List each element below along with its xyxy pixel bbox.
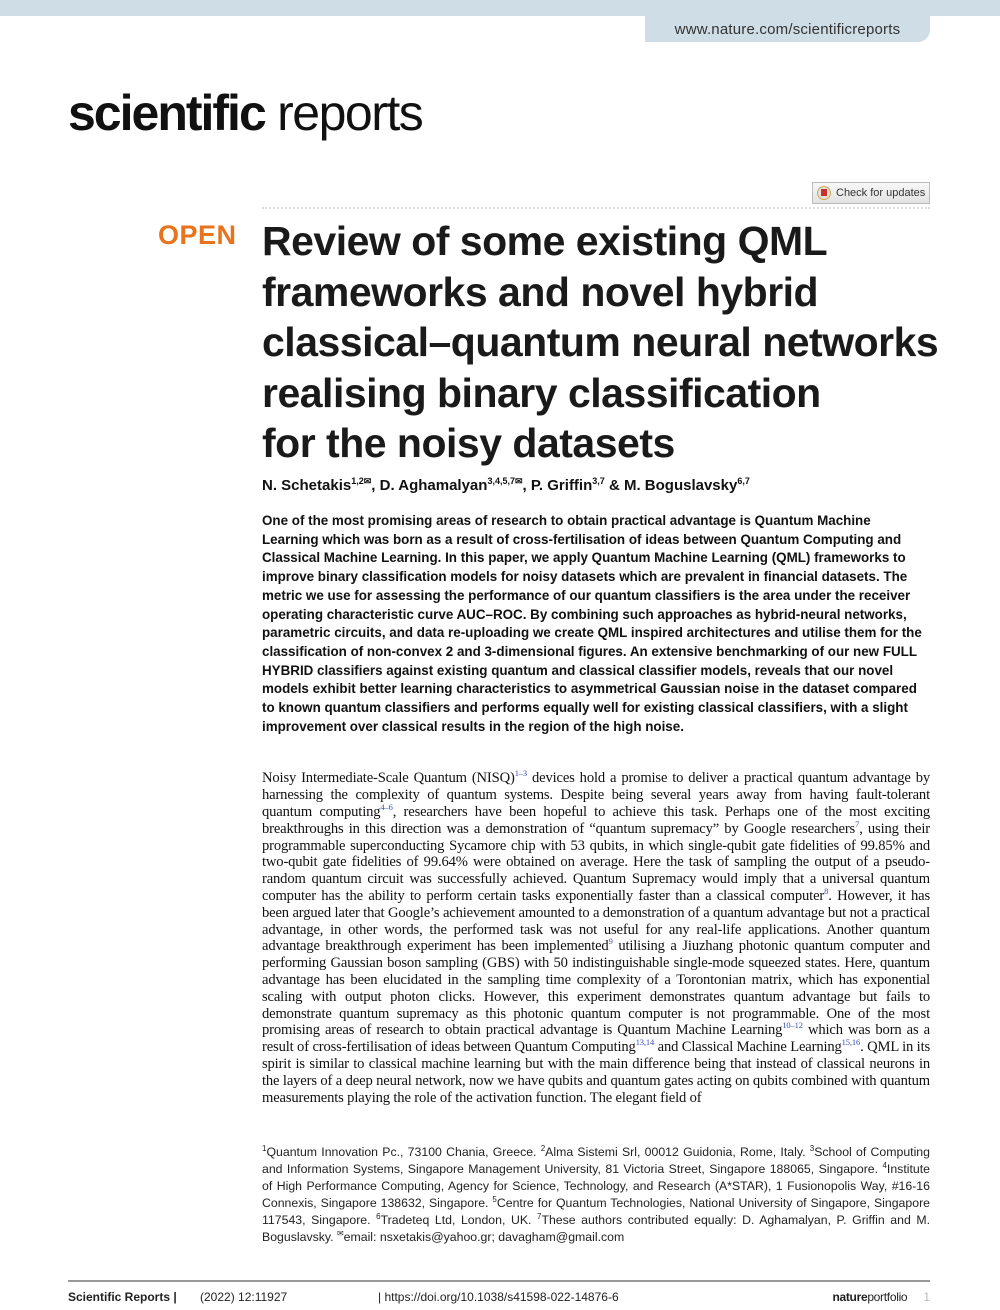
- citation-link[interactable]: 1–3: [514, 768, 528, 779]
- citation-link[interactable]: 4–6: [380, 802, 393, 813]
- logo-bold: scientific: [68, 85, 267, 141]
- check-for-updates-button[interactable]: Check for updates: [812, 182, 930, 204]
- body-text-run: utilising a Jiuzhang photonic quantum co…: [262, 938, 930, 1039]
- body-text-run: and Classical Machine Learning: [654, 1039, 842, 1056]
- header-band: [0, 0, 1000, 16]
- citation-link[interactable]: 15,16: [841, 1037, 861, 1048]
- author-list: N. Schetakis1,2✉, D. Aghamalyan3,4,5,7✉,…: [262, 476, 930, 496]
- body-text-run: . QML in its spirit is similar to classi…: [262, 1039, 931, 1106]
- author-sep: ,: [371, 477, 380, 494]
- affiliation-number: 2: [540, 1144, 546, 1154]
- affiliation-text: Quantum Innovation Pc., 73100 Chania, Gr…: [266, 1145, 541, 1160]
- body-text-run: . However, it has been argued later that…: [262, 888, 930, 955]
- title-line: for the noisy datasets: [262, 420, 675, 466]
- affiliation-text: These authors contributed equally: D. Ag…: [262, 1213, 930, 1244]
- brand-bold: nature: [832, 1290, 868, 1304]
- body-text-run: Noisy Intermediate-Scale Quantum (NISQ): [262, 770, 515, 787]
- citation-link[interactable]: 7: [855, 818, 860, 829]
- journal-url[interactable]: www.nature.com/scientificreports: [645, 16, 930, 42]
- citation-link[interactable]: 10–12: [782, 1020, 803, 1031]
- affiliation-text: Tradeteq Ltd, London, UK.: [380, 1213, 537, 1227]
- affiliation-text: Alma Sistemi Srl, 00012 Guidonia, Rome, …: [545, 1145, 810, 1160]
- divider: [262, 207, 930, 209]
- affiliation-number: ✉: [336, 1228, 344, 1238]
- affiliation-text: Institute of High Performance Computing,…: [262, 1162, 930, 1211]
- nature-portfolio-logo: natureportfolio: [832, 1290, 907, 1304]
- author-affil: 1,2✉: [351, 476, 372, 486]
- body-text-run: devices hold a promise to deliver a prac…: [262, 770, 930, 821]
- citation-link[interactable]: 13,14: [635, 1037, 655, 1048]
- footer-doi-link[interactable]: | https://doi.org/10.1038/s41598-022-148…: [378, 1290, 619, 1304]
- brand-light: portfolio: [867, 1290, 908, 1304]
- journal-logo[interactable]: scientific reports: [68, 84, 424, 142]
- footer-citation: (2022) 12:11927: [200, 1290, 288, 1304]
- affiliation-number: 4: [882, 1161, 887, 1171]
- body-text: Noisy Intermediate-Scale Quantum (NISQ)1…: [262, 768, 931, 1106]
- affiliation-number: 1: [262, 1144, 267, 1154]
- check-for-updates-label: Check for updates: [836, 187, 926, 199]
- affiliation-text: School of Computing and Information Syst…: [262, 1145, 930, 1177]
- author-sep: ,: [522, 477, 531, 494]
- title-line: classical–quantum neural networks: [262, 319, 939, 365]
- article-title: Review of some existing QML frameworks a…: [262, 216, 962, 469]
- body-text-run: which was born as a result of cross-fert…: [262, 1022, 930, 1056]
- footer-rule: [68, 1280, 930, 1282]
- author[interactable]: D. Aghamalyan: [379, 477, 488, 494]
- footer-row: Scientific Reports | (2022) 12:11927 | h…: [68, 1290, 930, 1304]
- author[interactable]: N. Schetakis: [262, 477, 352, 494]
- affiliation-number: 6: [376, 1211, 381, 1221]
- author-sep: &: [604, 477, 624, 494]
- title-line: realising binary classification: [262, 369, 821, 416]
- page-number: 1: [923, 1290, 930, 1304]
- title-line: frameworks and novel hybrid: [262, 268, 819, 315]
- abstract: One of the most promising areas of resea…: [262, 513, 922, 734]
- logo-light: reports: [277, 85, 424, 141]
- author-affil: 3,7: [592, 476, 605, 486]
- affiliation-number: 7: [537, 1211, 542, 1221]
- article-column: N. Schetakis1,2✉, D. Aghamalyan3,4,5,7✉,…: [262, 476, 930, 1246]
- affiliation-number: 5: [492, 1195, 497, 1204]
- affiliations: 1Quantum Innovation Pc., 73100 Chania, G…: [262, 1144, 930, 1245]
- body-text-run: , using their programmable superconducti…: [262, 820, 930, 905]
- page-footer: Scientific Reports | (2022) 12:11927 | h…: [68, 1280, 930, 1304]
- open-access-label: OPEN: [158, 220, 237, 250]
- affiliation-number: 3: [809, 1144, 815, 1154]
- bookmark-icon: [817, 186, 831, 200]
- footer-journal: Scientific Reports |: [68, 1290, 177, 1304]
- affiliation-text: Centre for Quantum Technologies, Nationa…: [262, 1196, 931, 1227]
- body-text-run: , researchers have been hopeful to achie…: [262, 804, 930, 837]
- affiliation-text: email: nsxetakis@yahoo.gr; davagham@gmai…: [343, 1229, 625, 1244]
- author[interactable]: M. Boguslavsky: [623, 477, 738, 494]
- citation-link[interactable]: 8: [824, 886, 829, 897]
- title-line: Review of some existing QML: [262, 218, 828, 264]
- citation-link[interactable]: 9: [608, 936, 613, 947]
- author-affil: 6,7: [737, 476, 750, 486]
- author-affil: 3,4,5,7✉: [487, 476, 523, 486]
- author[interactable]: P. Griffin: [530, 477, 593, 494]
